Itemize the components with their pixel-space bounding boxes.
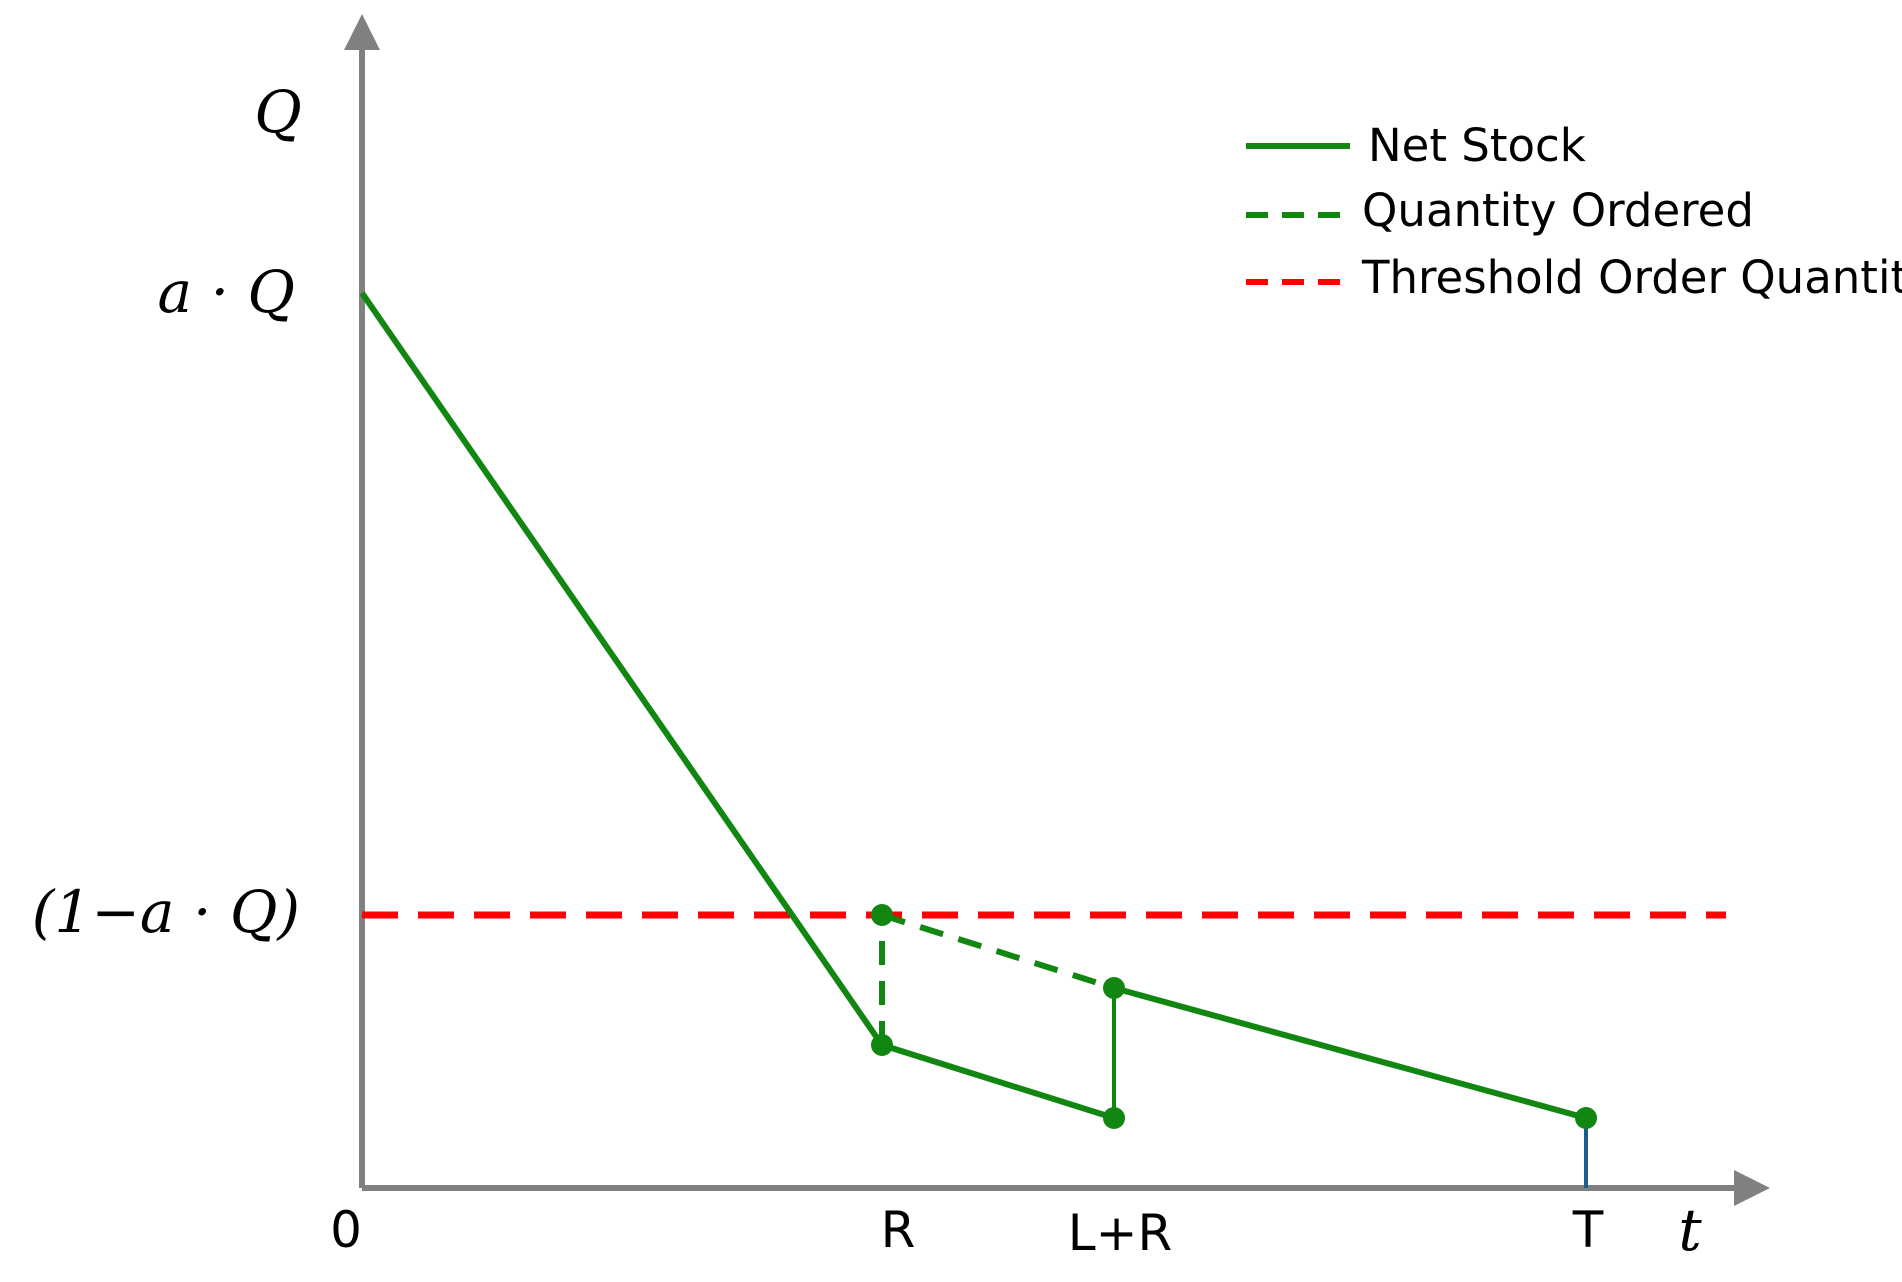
net-stock-segment-4 — [1113, 985, 1587, 1121]
y-axis-label: Q — [254, 78, 302, 146]
net-stock-segment-1 — [359, 291, 885, 1047]
point-r-threshold — [871, 904, 893, 926]
x-tick-label-0: 0 — [330, 1201, 362, 1259]
y-tick-label-top: a · Q — [158, 258, 295, 326]
x-tick-label-lr: L+R — [1068, 1204, 1173, 1262]
order-dashed-slope — [881, 912, 1115, 991]
net-stock-segment-2 — [881, 1042, 1115, 1121]
legend-label-threshold: Threshold Order Quantity — [1361, 251, 1902, 304]
x-tick-label-t: T — [1572, 1201, 1604, 1259]
legend-label-net-stock: Net Stock — [1368, 119, 1586, 172]
x-tick-label-r: R — [881, 1201, 916, 1259]
point-lr-high — [1103, 977, 1125, 999]
point-r-low — [871, 1034, 893, 1056]
x-axis-label: t — [1678, 1196, 1702, 1264]
legend-label-quantity-ordered: Quantity Ordered — [1362, 184, 1754, 237]
point-t — [1575, 1107, 1597, 1129]
y-tick-label-threshold: (1−a · Q) — [32, 878, 300, 946]
point-lr-low — [1103, 1107, 1125, 1129]
legend: Net Stock Quantity Ordered Threshold Ord… — [1246, 119, 1902, 304]
